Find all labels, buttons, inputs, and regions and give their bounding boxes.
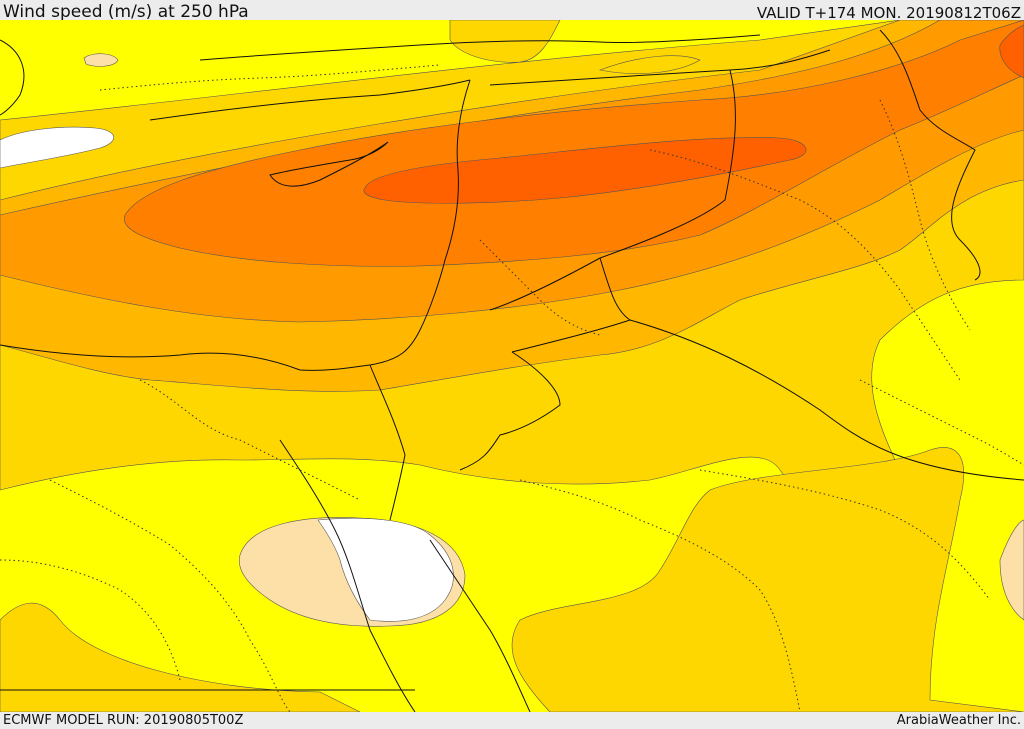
dotted-province-egypt-2	[49, 479, 291, 712]
coast-aegean	[0, 39, 25, 116]
wind-speed-map	[0, 20, 1024, 712]
dotted-province-saudi	[519, 479, 801, 712]
shading-band-max	[363, 137, 807, 204]
coast-red-sea-east	[429, 539, 531, 712]
border-iraq-east	[489, 69, 736, 311]
dotted-province-syria	[479, 239, 601, 336]
coast-turkey-north	[199, 34, 761, 61]
dotted-province-egypt-3	[0, 559, 181, 681]
map-title: Wind speed (m/s) at 250 hPa	[3, 2, 249, 22]
dotted-province-saudi-3	[859, 379, 1024, 466]
coast-sinai-west	[279, 439, 416, 712]
dotted-province-iraq	[649, 149, 961, 381]
shading-low-aegean-spot	[83, 53, 119, 67]
shading-band-gold-south	[511, 447, 1024, 712]
coast-levant	[369, 79, 471, 366]
border-israel	[369, 364, 406, 456]
shading-band-gold-east	[999, 519, 1024, 621]
dotted-province-iran	[879, 99, 971, 331]
coast-egypt-north	[0, 344, 371, 371]
coast-cyprus	[269, 141, 389, 187]
dotted-province-saudi-2	[699, 469, 991, 601]
valid-time: VALID T+174 MON. 20190812T06Z	[756, 4, 1021, 22]
header-bar: Wind speed (m/s) at 250 hPa VALID T+174 …	[0, 0, 1024, 22]
model-run: ECMWF MODEL RUN: 20190805T00Z	[3, 713, 244, 728]
border-syria-iraq	[511, 257, 632, 353]
shading-band-max-ne	[999, 24, 1024, 79]
coast-sinai-east	[389, 454, 406, 521]
dotted-province-egypt	[139, 379, 361, 501]
shading-lowest-aegean	[0, 126, 114, 169]
shading-lowest-sinai	[317, 517, 454, 622]
border-syria-turkey	[489, 49, 831, 86]
border-iran	[879, 29, 981, 281]
credit: ArabiaWeather Inc.	[896, 713, 1021, 728]
coast-turkey-south	[149, 79, 471, 121]
shading-band-core	[123, 20, 1024, 267]
border-iraq-saudi	[629, 319, 1024, 481]
footer-bar: ECMWF MODEL RUN: 20190805T00Z ArabiaWeat…	[0, 712, 1024, 729]
border-jordan	[459, 351, 561, 471]
shading-band-gold-ne	[598, 55, 701, 74]
